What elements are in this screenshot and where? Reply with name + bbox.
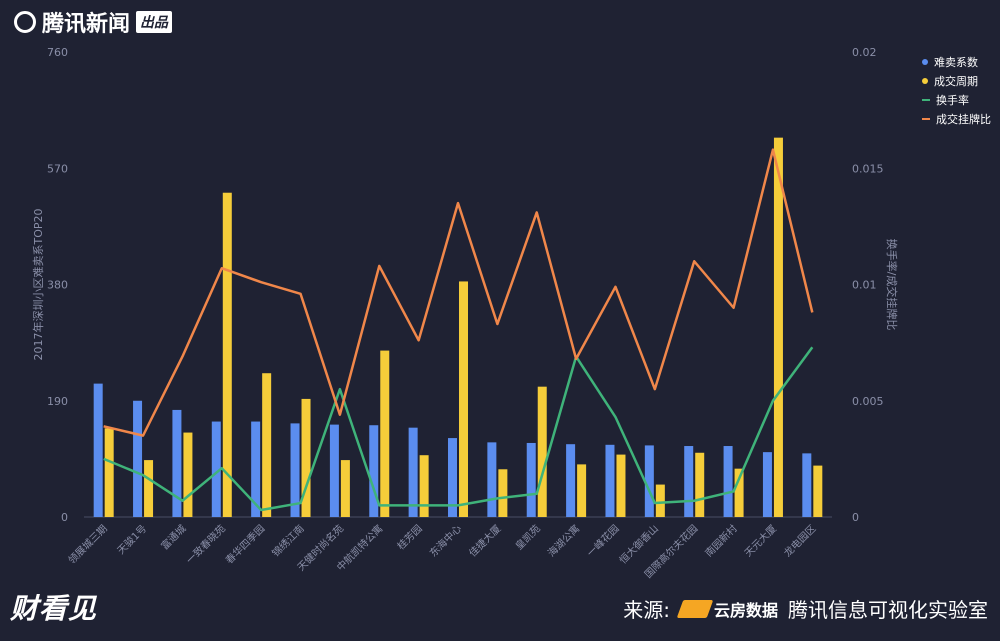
- x-tick-label: 天元大厦: [742, 522, 779, 559]
- bar-cycle: [144, 460, 154, 517]
- x-tick-label: 一致春晓苑: [183, 522, 228, 567]
- x-tick-label: 佳捷大厦: [466, 522, 503, 559]
- bar-cycle: [459, 281, 468, 517]
- bar-difficulty: [133, 400, 143, 517]
- bar-difficulty: [802, 453, 812, 517]
- y2-axis-title: 换手率/成交挂牌比: [885, 239, 899, 331]
- caikanjian-logo: 财看见: [10, 592, 98, 625]
- x-tick-label: 龙电园区: [781, 522, 818, 559]
- bar-cycle: [695, 452, 705, 517]
- x-tick-label: 天骏1号: [114, 522, 149, 557]
- bar-difficulty: [605, 444, 615, 517]
- brand-badge: 出品: [136, 11, 173, 33]
- tencent-news-logo-icon: [14, 11, 36, 33]
- bar-difficulty: [211, 421, 221, 517]
- x-tick-label: 富通城: [158, 522, 188, 552]
- x-tick-label: 恒大御香山: [616, 522, 661, 567]
- y2-tick-label: 0.015: [852, 162, 884, 175]
- bar-cycle: [419, 455, 429, 517]
- y-axis-title: 2017年深圳小区难卖系TOP20: [31, 208, 45, 360]
- y-tick-label: 760: [47, 46, 68, 59]
- bar-difficulty: [448, 438, 457, 517]
- legend-label: 难卖系数: [934, 55, 978, 69]
- legend-swatch: [922, 58, 928, 65]
- bar-cycle: [577, 464, 587, 517]
- bar-cycle: [301, 398, 311, 517]
- bar-cycle: [498, 469, 508, 517]
- source-label: 来源:: [623, 598, 670, 622]
- bar-cycle: [773, 137, 783, 517]
- x-tick-label: 一峰花园: [584, 522, 621, 559]
- x-tick-label: 南园新村: [702, 522, 739, 559]
- y-tick-label: 190: [47, 395, 68, 408]
- legend-label: 换手率: [936, 93, 969, 107]
- legend-swatch: [922, 77, 928, 84]
- bar-cycle: [380, 350, 390, 517]
- line-turnover: [103, 346, 814, 512]
- yunfang-logo-text: 云房数据: [713, 600, 778, 620]
- x-tick-label: 东海中心: [427, 522, 464, 559]
- bar-difficulty: [526, 442, 536, 517]
- bar-cycle: [616, 454, 626, 517]
- bar-difficulty: [329, 424, 339, 517]
- yunfang-mark-icon: [676, 599, 714, 618]
- chart-legend: 难卖系数成交周期换手率成交挂牌比: [922, 52, 991, 128]
- legend-item: 成交挂牌比: [922, 109, 991, 128]
- legend-label: 成交周期: [934, 74, 978, 88]
- bar-difficulty: [93, 383, 103, 517]
- y2-tick-label: 0.01: [852, 279, 877, 292]
- legend-swatch: [922, 117, 930, 120]
- x-tick-label: 桂芳园: [394, 522, 424, 552]
- line-listing-ratio: [103, 148, 814, 437]
- bar-cycle: [222, 192, 232, 517]
- y2-tick-label: 0.02: [852, 46, 877, 59]
- bar-difficulty: [723, 446, 733, 517]
- bar-difficulty: [762, 452, 772, 517]
- bar-difficulty: [408, 427, 418, 517]
- bar-cycle: [537, 386, 547, 517]
- bar-difficulty: [172, 409, 182, 517]
- bar-cycle: [262, 373, 272, 517]
- bar-difficulty: [290, 423, 300, 517]
- legend-swatch: [922, 98, 930, 101]
- bar-cycle: [183, 432, 193, 517]
- bar-cycle: [104, 428, 114, 517]
- bar-cycle: [655, 484, 665, 517]
- legend-label: 成交挂牌比: [936, 112, 991, 126]
- source-credit: 来源: 云房数据 腾讯信息可视化实验室: [623, 594, 988, 623]
- bar-difficulty: [566, 444, 576, 517]
- x-tick-label: 海湖公寓: [545, 522, 582, 559]
- x-tick-label: 春华四季园: [223, 522, 268, 567]
- bar-cycle: [340, 460, 350, 517]
- x-tick-label: 锦绣江南: [269, 522, 306, 559]
- legend-item: 难卖系数: [922, 52, 991, 71]
- brand-name: 腾讯新闻: [42, 12, 131, 37]
- legend-item: 换手率: [922, 90, 991, 109]
- bar-difficulty: [644, 445, 654, 517]
- y2-tick-label: 0: [852, 511, 859, 524]
- bar-cycle: [734, 468, 744, 517]
- brand-header: 腾讯新闻 出品: [14, 6, 173, 38]
- x-tick-label: 领展城三期: [65, 522, 110, 567]
- bar-cycle: [813, 465, 823, 517]
- y-tick-label: 570: [47, 162, 68, 175]
- x-tick-label: 皇凯苑: [512, 522, 542, 552]
- y2-tick-label: 0.005: [852, 395, 884, 408]
- yunfang-data-logo: 云房数据: [676, 597, 778, 621]
- bar-difficulty: [251, 421, 261, 517]
- bar-difficulty: [684, 446, 694, 517]
- legend-item: 成交周期: [922, 71, 991, 90]
- bar-difficulty: [369, 425, 379, 517]
- y-tick-label: 380: [47, 279, 68, 292]
- y-tick-label: 0: [61, 511, 68, 524]
- bar-difficulty: [487, 442, 497, 517]
- lab-name: 腾讯信息可视化实验室: [788, 598, 988, 622]
